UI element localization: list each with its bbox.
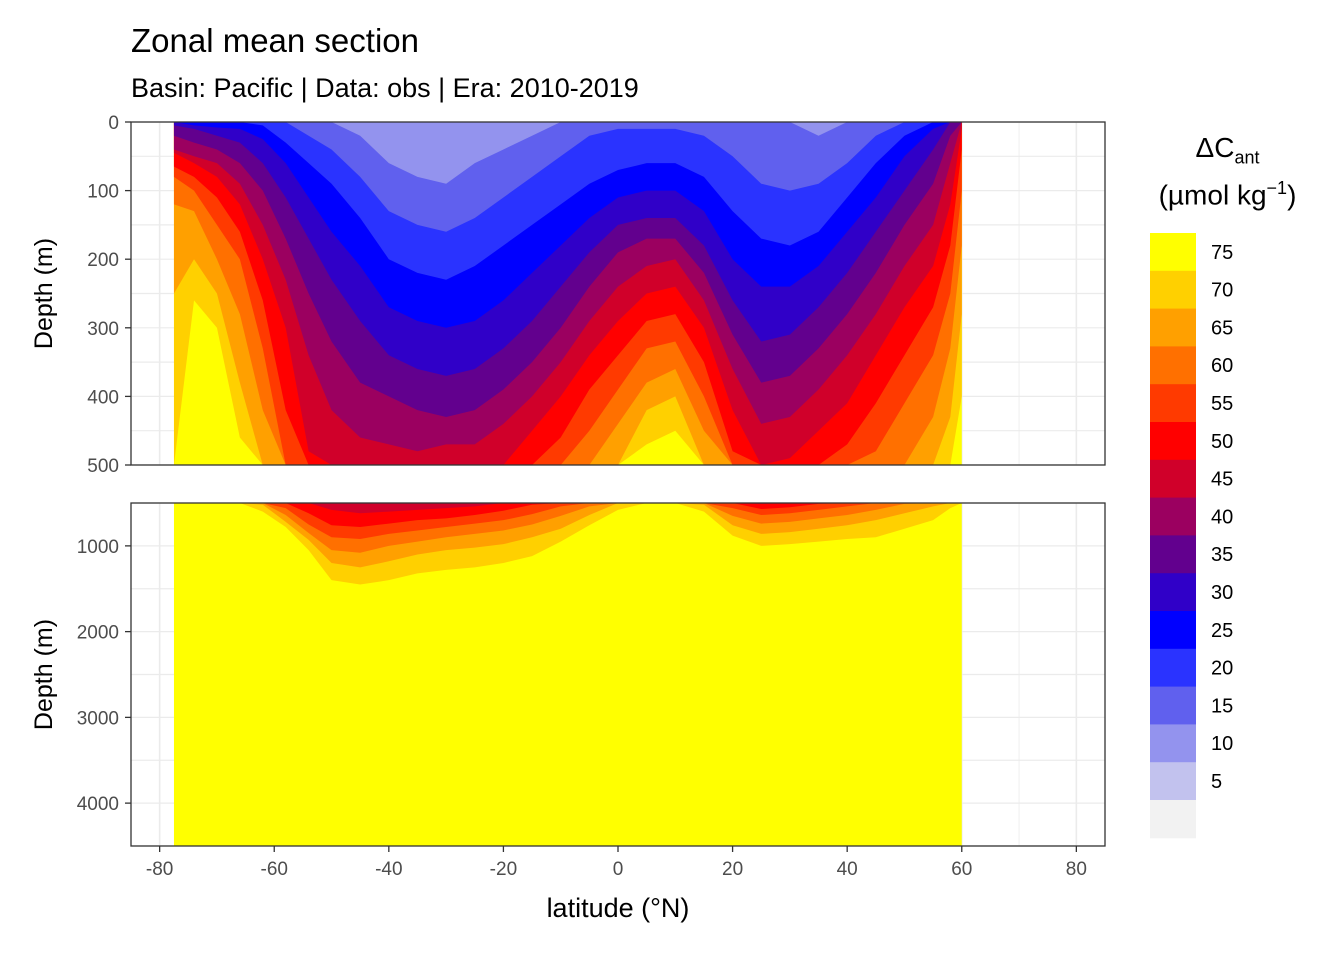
y-tick-label: 3000 <box>77 708 119 729</box>
x-axis-label: latitude (°N) <box>547 893 690 923</box>
legend-label: 60 <box>1211 355 1233 377</box>
y-axis-label: Depth (m) <box>30 619 58 730</box>
x-tick-label: 20 <box>722 859 743 880</box>
panel-border <box>130 121 1106 466</box>
legend-title: ΔCant <box>1140 132 1315 169</box>
y-tick-label: 0 <box>108 113 119 134</box>
legend-swatch <box>1150 270 1196 310</box>
y-tick-label: 500 <box>87 456 119 477</box>
legend-label: 35 <box>1211 544 1233 566</box>
legend-swatch <box>1150 611 1196 650</box>
chart-subtitle: Basin: Pacific | Data: obs | Era: 2010-2… <box>131 73 639 103</box>
legend-swatch <box>1150 233 1196 272</box>
contour-band <box>173 503 962 846</box>
legend-swatch <box>1150 308 1196 347</box>
legend-label: 70 <box>1211 280 1233 302</box>
legend-label: 40 <box>1211 506 1233 528</box>
contour-band <box>173 122 962 184</box>
y-tick-label: 1000 <box>77 537 119 558</box>
legend-swatch <box>1150 724 1196 763</box>
x-tick-label: 0 <box>613 859 624 880</box>
legend-swatch <box>1150 762 1196 801</box>
y-tick-label: 400 <box>87 387 119 408</box>
legend-swatch <box>1150 346 1196 385</box>
y-tick-label: 2000 <box>77 623 119 644</box>
x-tick-label: 80 <box>1066 859 1087 880</box>
legend-swatch <box>1150 459 1196 499</box>
legend-label: 50 <box>1211 431 1233 453</box>
chart-title: Zonal mean section <box>131 22 419 59</box>
legend-label: 55 <box>1211 393 1233 415</box>
contour-band <box>173 122 962 232</box>
legend-swatch <box>1150 384 1196 423</box>
x-tick-label: -60 <box>261 859 288 880</box>
x-tick-label: -20 <box>490 859 517 880</box>
legend-swatch <box>1150 573 1196 612</box>
legend-label: 10 <box>1211 733 1233 755</box>
contour-band <box>173 503 962 514</box>
legend-swatch <box>1150 535 1196 574</box>
y-tick-label: 4000 <box>77 794 119 815</box>
x-tick-label: -40 <box>375 859 402 880</box>
y-axis-label: Depth (m) <box>30 238 58 349</box>
legend-label: 20 <box>1211 658 1233 680</box>
legend-swatch <box>1150 497 1196 536</box>
legend-unit-sup: −1 <box>1266 178 1288 198</box>
legend-swatch <box>1150 422 1196 461</box>
x-tick-label: 40 <box>837 859 858 880</box>
legend-unit: (µmol kg−1) <box>1140 178 1315 211</box>
y-tick-label: 100 <box>87 182 119 203</box>
legend-label: 75 <box>1211 242 1233 264</box>
y-tick-label: 300 <box>87 319 119 340</box>
y-tick-label: 200 <box>87 250 119 271</box>
legend-unit-open: (µmol kg <box>1158 179 1267 211</box>
x-tick-label: -80 <box>146 859 173 880</box>
legend-label: 45 <box>1211 469 1233 491</box>
panel-lower <box>131 503 1105 846</box>
legend-title-sub: ant <box>1234 147 1260 168</box>
x-tick-label: 60 <box>951 859 972 880</box>
legend-label: 30 <box>1211 582 1233 604</box>
legend-label: 25 <box>1211 620 1233 642</box>
legend-unit-close: ) <box>1287 179 1297 211</box>
legend-title-main: ΔC <box>1195 132 1235 163</box>
legend-label: 5 <box>1211 771 1222 793</box>
legend-swatch <box>1150 800 1196 839</box>
legend-swatch <box>1150 648 1196 688</box>
legend-label: 15 <box>1211 695 1233 717</box>
legend-swatch <box>1150 686 1196 725</box>
legend-label: 65 <box>1211 317 1233 339</box>
panel-upper <box>131 122 1105 465</box>
